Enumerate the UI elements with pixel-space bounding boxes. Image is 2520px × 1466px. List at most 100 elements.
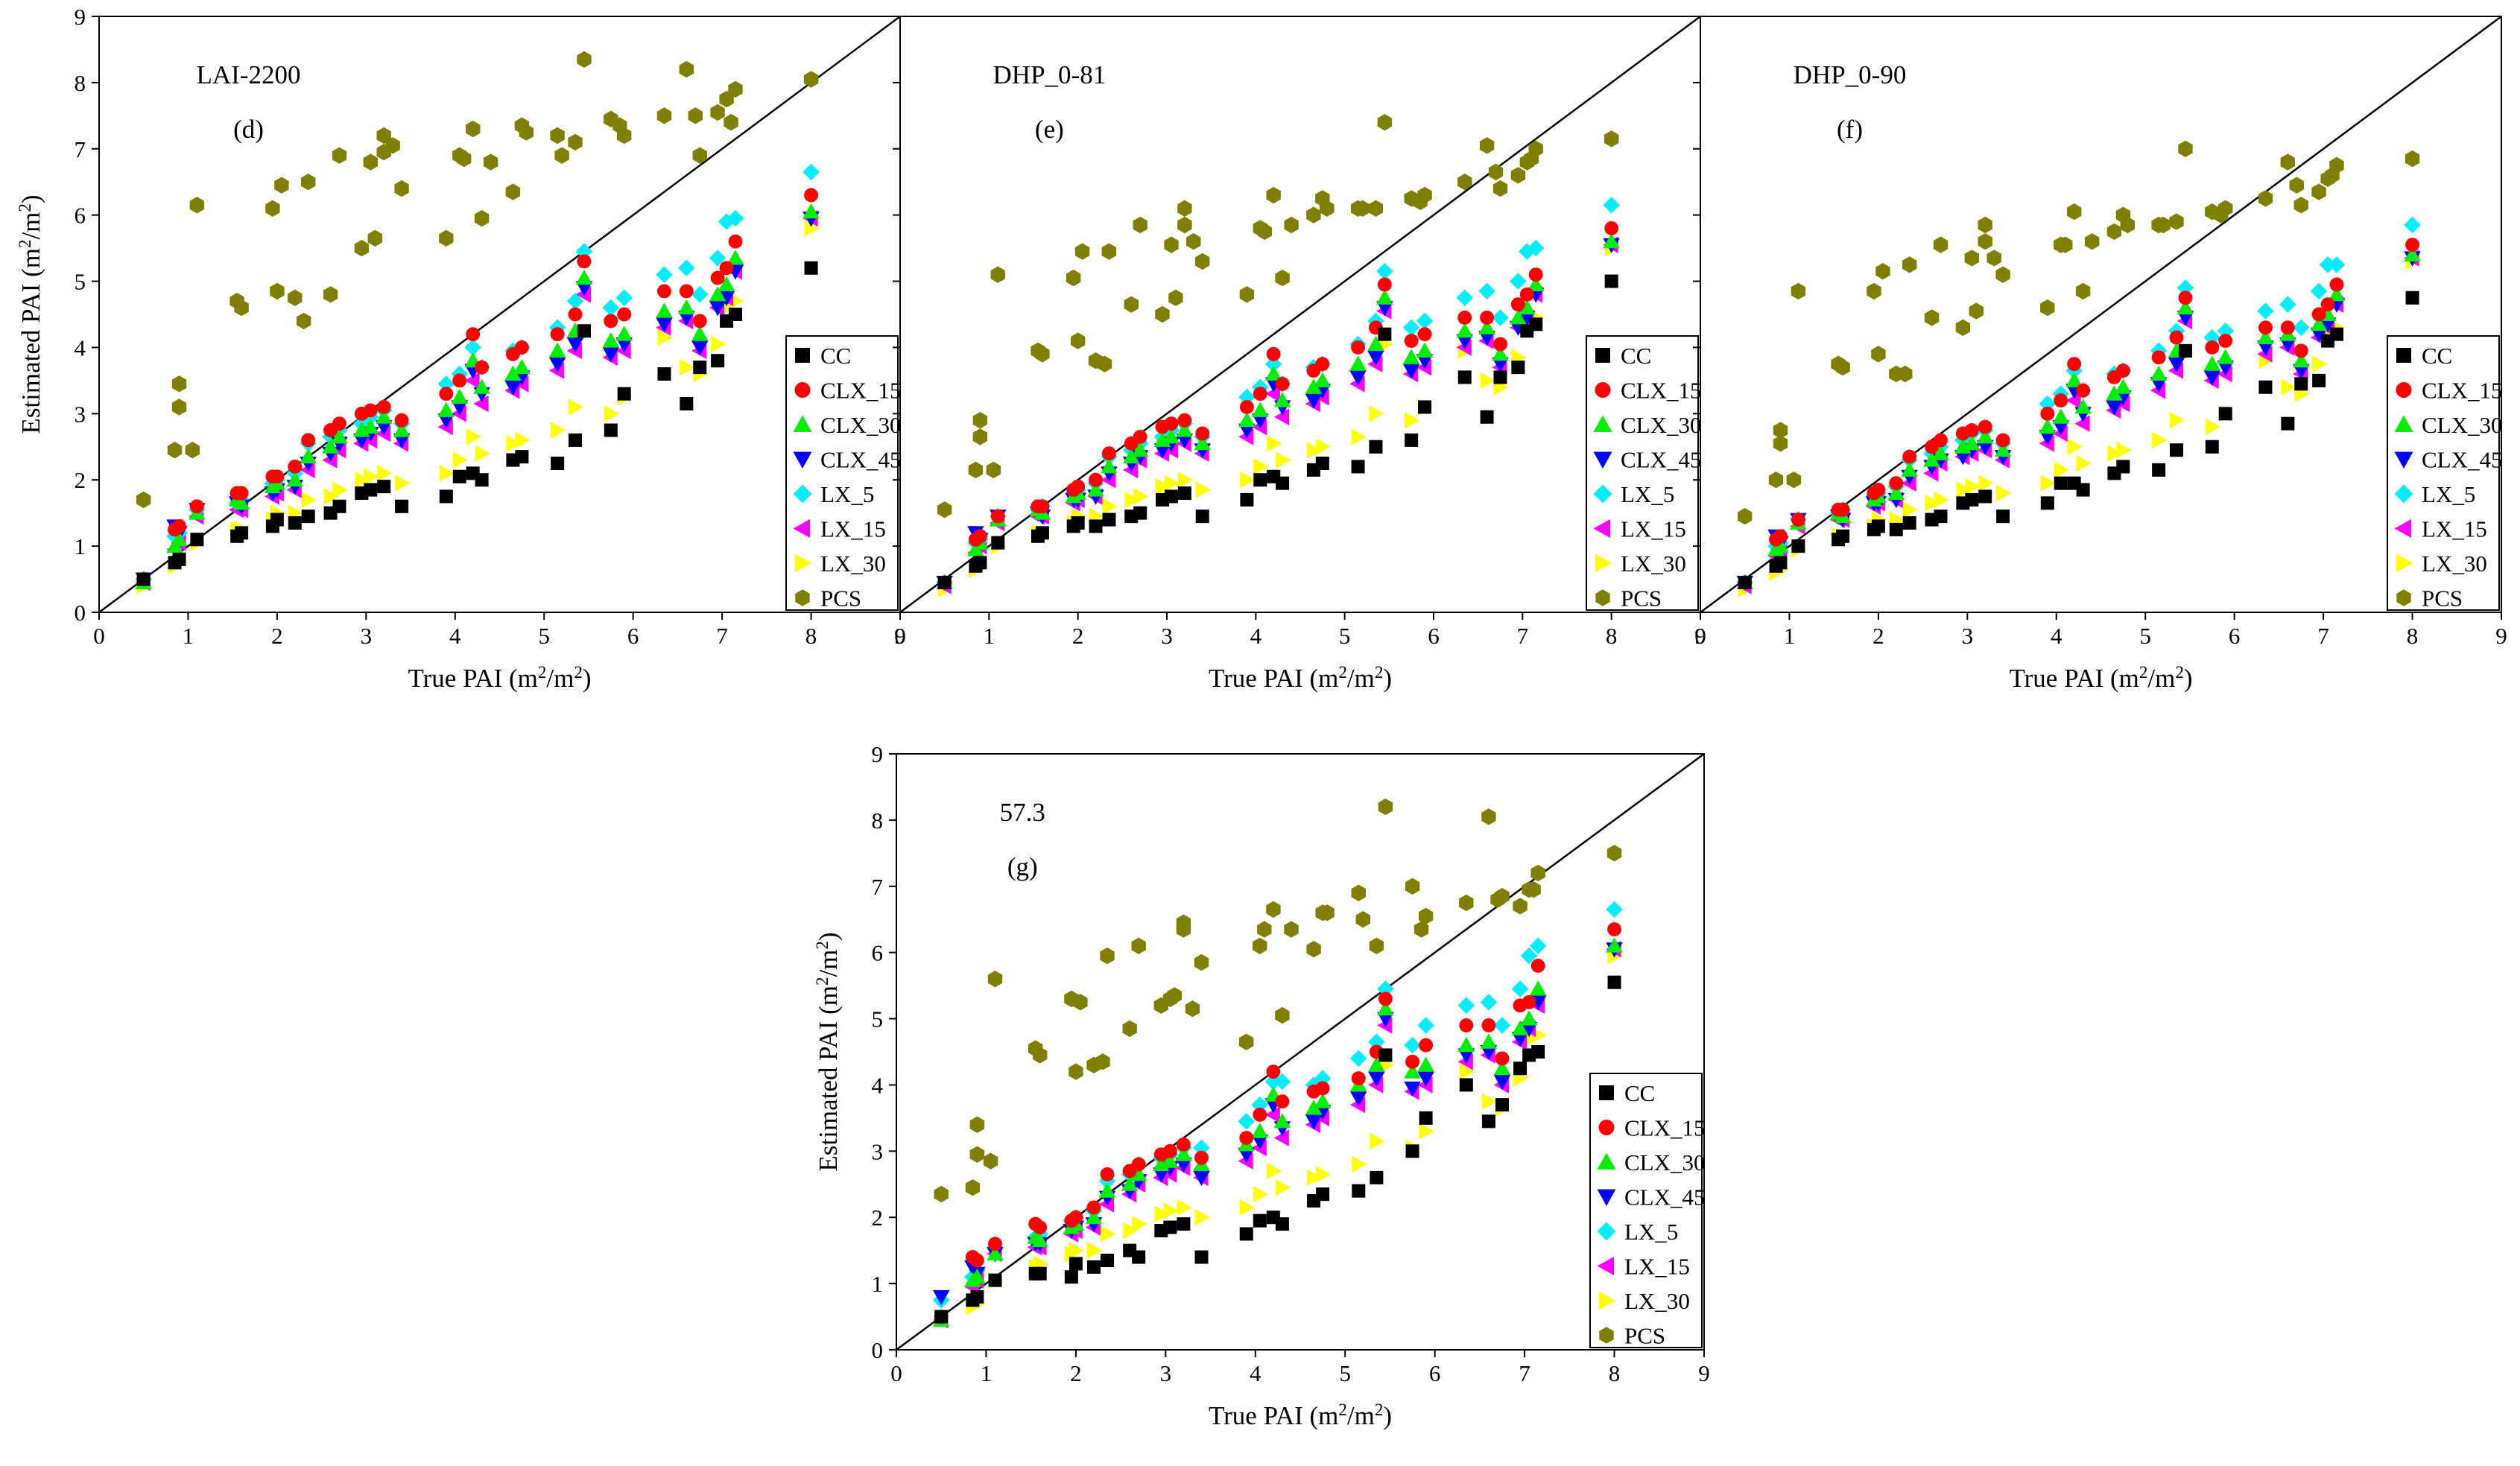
point-PCS [1773,422,1788,439]
point-CLX_30 [1349,355,1367,371]
point-PCS [171,399,187,416]
point-LX_5 [2279,296,2296,313]
point-LX_30 [1306,442,1323,459]
point-PCS [1074,243,1090,260]
point-PCS [2040,299,2055,317]
point-CLX_30 [1162,1152,1179,1168]
point-LX_30 [680,358,695,376]
point-LX_5 [2203,329,2221,346]
point-LX_5 [1193,1139,1210,1157]
point-CLX_15 [1275,1094,1290,1109]
point-CLX_30 [1305,378,1323,394]
point-PCS [1986,250,2001,267]
point-CC [1253,1213,1267,1228]
point-LX_5 [602,299,620,317]
point-PCS [1924,309,1940,326]
point-CLX_15 [1131,1157,1146,1172]
point-LX_30 [1177,1199,1192,1216]
point-LX_5 [1519,243,1536,260]
point-PCS [2258,190,2273,207]
point-PCS [1738,507,1753,525]
point-CC [1276,476,1290,490]
legend-marker-CC [1595,348,1610,363]
point-CC [439,489,453,504]
point-CC [1493,370,1507,384]
x-tick-label: 8 [2407,623,2419,649]
point-LX_5 [1416,312,1434,330]
point-LX_30 [1069,1242,1085,1259]
point-CLX_30 [615,326,633,341]
point-LX_5 [615,289,633,306]
point-CLX_15 [1995,433,2010,448]
point-LX_30 [1956,481,1972,498]
point-LX_30 [515,431,531,449]
point-PCS [1969,302,1984,320]
point-CLX_45 [1456,334,1473,349]
point-CLX_30 [1314,372,1332,387]
point-LX_5 [1376,263,1393,280]
point-CLX_15 [1253,1107,1267,1122]
point-CLX_15 [363,403,378,418]
x-tick-label: 0 [1694,623,1706,649]
point-PCS [354,239,370,257]
point-CLX_15 [1266,346,1281,361]
point-CLX_30 [1527,276,1545,291]
point-PCS [1320,200,1335,217]
point-LX_5 [2039,395,2057,413]
legend-label: CC [1624,1080,1655,1106]
point-LX_5 [2404,216,2421,234]
point-PCS [1488,163,1504,181]
y-tick-label: 1 [75,533,86,559]
point-CLX_45 [1493,1075,1511,1091]
point-CLX_30 [331,428,348,444]
point-CC [1902,516,1916,530]
point-CC [569,433,583,447]
point-CLX_45 [2293,364,2310,379]
point-PCS [1378,798,1393,816]
point-LX_30 [1177,472,1194,489]
point-PCS [2214,206,2229,223]
point-CLX_15 [1195,426,1210,441]
point-CLX_15 [1519,287,1534,302]
point-CC [934,1310,949,1324]
point-CC [136,572,151,586]
point-PCS [234,299,249,317]
point-PCS [363,153,378,171]
point-CLX_30 [1367,335,1384,351]
point-CLX_15 [2151,350,2166,365]
point-CLX_30 [2150,365,2168,381]
x-tick-label: 9 [1694,623,1706,649]
point-CLX_15 [1889,476,1904,491]
point-CLX_45 [691,340,709,356]
legend-marker-LX_5 [2394,484,2413,504]
point-PCS [1479,137,1495,154]
point-LX_30 [466,428,481,445]
point-PCS [803,71,819,88]
point-LX_5 [1457,997,1475,1014]
point-CC [1089,519,1103,533]
point-CLX_45 [1153,443,1171,459]
point-CC [1738,576,1752,589]
point-CLX_30 [2328,286,2346,302]
y-tick-label: 2 [75,467,86,493]
point-CLX_30 [2257,329,2274,345]
point-CLX_30 [286,472,303,487]
point-PCS [1791,282,1806,300]
point-CLX_45 [1478,331,1495,346]
legend-label: PCS [1624,1323,1665,1349]
point-PCS [1306,941,1321,958]
point-LX_30 [2152,431,2168,449]
point-CLX_30 [1887,484,1905,500]
point-CC [1495,1098,1509,1112]
point-CLX_15 [1934,433,1948,448]
point-CLX_30 [1493,1060,1511,1076]
point-LX_30 [2067,438,2083,455]
point-PCS [2120,216,2135,234]
point-PCS [2169,213,2184,230]
point-PCS [1604,130,1619,147]
point-CLX_30 [300,448,317,464]
point-CLX_30 [678,299,695,315]
point-PCS [394,180,409,197]
panel-title: LAI-2200 [197,60,301,89]
point-CC [1405,433,1419,447]
